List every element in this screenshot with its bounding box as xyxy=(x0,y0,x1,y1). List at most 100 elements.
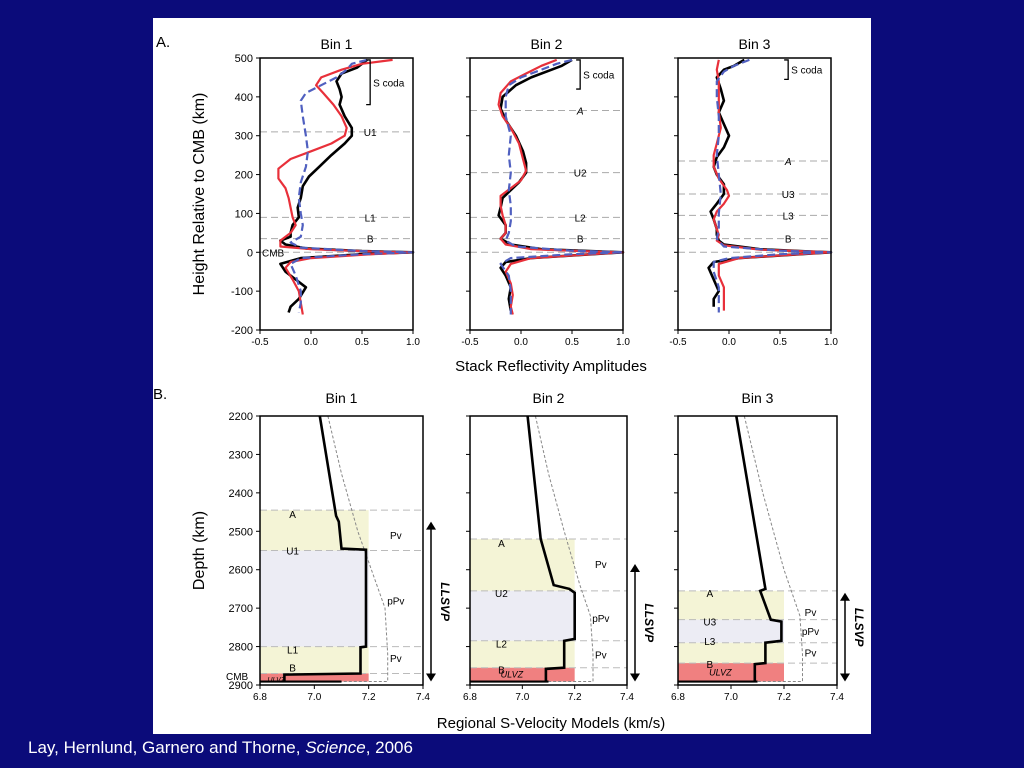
trace-a2-blue xyxy=(499,58,625,315)
trace-a2-black xyxy=(497,58,625,311)
bin-title-b-2: Bin 2 xyxy=(533,390,565,406)
scoda-label-a2: S coda xyxy=(583,71,615,82)
citation: Lay, Hernlund, Garnero and Thorne, Scien… xyxy=(28,738,413,758)
trace-a1-black xyxy=(279,58,415,313)
band-label-b1-4: ULVZ xyxy=(268,677,286,684)
band-b1-2 xyxy=(260,646,369,674)
ytick-label-b-6: 2800 xyxy=(229,642,253,654)
llsvp-arrow-head-top-b2 xyxy=(630,563,640,572)
trace-a1-red xyxy=(277,58,415,315)
ytick-label-a-5: 0 xyxy=(247,247,253,259)
region-label-b3-1: pPv xyxy=(802,627,819,638)
ref-label-a2-B: B xyxy=(577,235,584,246)
band-b2-1 xyxy=(470,590,575,641)
llsvp-label-b2: LLSVP xyxy=(642,603,656,643)
llsvp-arrow-head-bottom-b1 xyxy=(426,673,436,682)
xtick-label-a2-3: 1.0 xyxy=(616,337,630,348)
panel-b-ylabel: Depth (km) xyxy=(191,511,208,590)
xtick-label-b2-1: 7.0 xyxy=(515,692,529,703)
ytick-label-b-7: 2900 xyxy=(229,680,253,692)
band-label-b2-4: ULVZ xyxy=(501,669,524,679)
plot-frame-b2 xyxy=(469,415,628,686)
ytick-label-a-1: 400 xyxy=(235,92,253,104)
band-label-b1-1: U1 xyxy=(286,547,299,558)
citation-authors: Lay, Hernlund, Garnero and Thorne, xyxy=(28,738,306,757)
xtick-label-a1-1: 0.0 xyxy=(304,337,318,348)
ref-label-a3-B: B xyxy=(785,235,792,246)
ytick-label-a-6: -100 xyxy=(231,286,253,298)
plot-frame-a2 xyxy=(469,57,624,331)
citation-year: , 2006 xyxy=(365,738,413,757)
figure-panel: A. Height Relative to CMB (km) Stack Refle… xyxy=(153,18,871,734)
bin-title-b-3: Bin 3 xyxy=(742,390,774,406)
ytick-label-a-0: 500 xyxy=(235,53,253,65)
ref-label-a1-U1: U1 xyxy=(364,128,377,139)
panel-b-xlabel: Regional S-Velocity Models (km/s) xyxy=(437,715,665,732)
region-label-b1-2: Pv xyxy=(390,654,402,665)
region-label-b2-1: pPv xyxy=(592,614,609,625)
bin-title-a-3: Bin 3 xyxy=(739,36,771,52)
bin-title-b-1: Bin 1 xyxy=(326,390,358,406)
ref-label-a3-U3: U3 xyxy=(782,190,795,201)
bin-title-a-2: Bin 2 xyxy=(531,36,563,52)
xtick-label-a2-1: 0.0 xyxy=(514,337,528,348)
ytick-label-a-2: 300 xyxy=(235,131,253,143)
ref-label-a1-B: B xyxy=(367,235,374,246)
xtick-label-b1-1: 7.0 xyxy=(307,692,321,703)
xtick-label-b2-3: 7.4 xyxy=(620,692,634,703)
llsvp-arrow-head-top-b3 xyxy=(840,592,850,601)
band-label-b2-2: L2 xyxy=(496,639,508,650)
panel-a-label: A. xyxy=(156,34,170,51)
xtick-label-b3-2: 7.2 xyxy=(777,692,791,703)
region-label-b1-0: Pv xyxy=(390,531,402,542)
xtick-label-b1-2: 7.2 xyxy=(362,692,376,703)
ytick-label-b-4: 2600 xyxy=(229,565,253,577)
velocity-model-b1 xyxy=(283,415,368,682)
panel-a-ylabel: Height Relative to CMB (km) xyxy=(191,93,208,296)
velocity-model-b3 xyxy=(735,415,783,682)
band-label-b1-3: B xyxy=(289,664,296,675)
band-label-b1-0: A xyxy=(289,510,296,521)
band-b2-0 xyxy=(470,538,575,591)
citation-journal: Science xyxy=(305,738,366,757)
band-label-b2-3: B xyxy=(498,666,505,677)
xtick-label-b3-3: 7.4 xyxy=(830,692,844,703)
band-b3-3 xyxy=(678,663,784,682)
ref-label-a2-L2: L2 xyxy=(575,213,587,224)
band-label-b1-2: L1 xyxy=(287,646,299,657)
llsvp-label-b1: LLSVP xyxy=(438,582,452,622)
ytick-label-b-5: 2700 xyxy=(229,603,253,615)
xtick-label-a3-1: 0.0 xyxy=(722,337,736,348)
xtick-label-b2-2: 7.2 xyxy=(568,692,582,703)
trace-a3-black xyxy=(707,58,833,307)
figure-svg: A. Height Relative to CMB (km) Stack Refle… xyxy=(153,34,866,732)
trace-a3-red xyxy=(712,59,833,311)
band-label-b2-1: U2 xyxy=(495,589,508,600)
xtick-label-a3-0: -0.5 xyxy=(669,337,687,348)
scoda-bracket-a1 xyxy=(366,59,371,106)
region-label-b1-1: pPv xyxy=(387,596,404,607)
panel-a-xlabel: Stack Reflectivity Amplitudes xyxy=(455,358,647,375)
ref-label-a3-L3: L3 xyxy=(783,211,795,222)
xtick-label-a1-2: 0.5 xyxy=(355,337,369,348)
xtick-label-b1-3: 7.4 xyxy=(416,692,430,703)
reference-model-b3 xyxy=(731,415,803,682)
llsvp-arrow-head-bottom-b3 xyxy=(840,673,850,682)
ref-label-a1-L1: L1 xyxy=(365,213,377,224)
ref-label-a3-A: A xyxy=(784,157,792,168)
band-b2-2 xyxy=(470,640,575,668)
scoda-bracket-a2 xyxy=(576,59,581,90)
llsvp-arrow-head-bottom-b2 xyxy=(630,673,640,682)
trace-a1-blue xyxy=(289,58,415,313)
band-b1-3 xyxy=(260,673,369,682)
plot-frame-a1 xyxy=(259,57,414,331)
band-label-b3-0: A xyxy=(706,589,713,600)
plot-frame-b1 xyxy=(259,415,424,686)
band-b3-1 xyxy=(678,619,784,643)
velocity-model-b2 xyxy=(526,415,576,682)
band-label-b1-5: CMB xyxy=(226,672,249,683)
reference-model-b1 xyxy=(314,415,389,682)
xtick-label-a1-0: -0.5 xyxy=(251,337,269,348)
panel-b-label: B. xyxy=(153,386,167,403)
xtick-label-a3-3: 1.0 xyxy=(824,337,838,348)
